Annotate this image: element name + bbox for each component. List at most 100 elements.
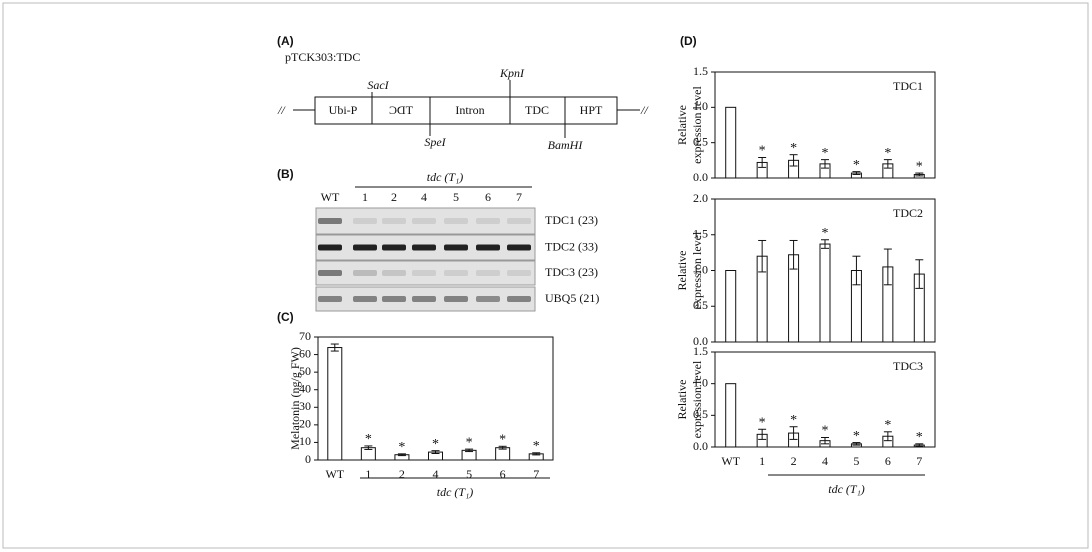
lane-label: 6	[485, 190, 491, 204]
band	[476, 244, 500, 251]
band	[507, 296, 531, 302]
band	[353, 218, 377, 224]
y-axis-label: expression level	[690, 86, 704, 164]
y-tick-label: 0.0	[693, 170, 708, 184]
row-label: TDC2 (33)	[545, 239, 598, 253]
site-label: SpeI	[424, 135, 446, 149]
band	[412, 244, 436, 251]
panel-label: (B)	[277, 167, 294, 181]
y-tick-label: 0.5	[693, 407, 708, 421]
x-tick-label: 4	[433, 467, 439, 481]
significance: *	[790, 141, 797, 156]
band	[507, 218, 531, 224]
panel-label: (C)	[277, 310, 294, 324]
y-tick-label: 1.0	[693, 99, 708, 113]
y-tick-label: 0	[305, 452, 311, 466]
significance: *	[884, 418, 891, 433]
y-tick-label: 40	[299, 381, 311, 395]
significance: *	[822, 424, 829, 439]
significance: *	[365, 432, 372, 447]
y-tick-label: 1.5	[693, 227, 708, 241]
panel-label: (A)	[277, 34, 294, 48]
lane-label: WT	[321, 190, 340, 204]
x-tick-label: 6	[500, 467, 506, 481]
break-mark: //	[277, 103, 286, 117]
significance: *	[853, 429, 860, 444]
band	[507, 270, 531, 276]
band	[444, 270, 468, 276]
y-axis-label: expression level	[690, 360, 704, 438]
panel-label: (D)	[680, 34, 697, 48]
y-tick-label: 0.0	[693, 439, 708, 453]
band	[507, 244, 531, 251]
significance: *	[398, 440, 405, 455]
band	[476, 270, 500, 276]
band	[353, 296, 377, 302]
y-tick-label: 60	[299, 346, 311, 360]
lane-label: 5	[453, 190, 459, 204]
x-tick-label: 2	[791, 454, 797, 468]
significance: *	[759, 415, 766, 430]
site-label: BamHI	[548, 138, 584, 152]
band	[318, 270, 342, 276]
bar	[725, 270, 737, 343]
bar	[327, 347, 343, 461]
break-mark: //	[640, 103, 649, 117]
band	[382, 218, 406, 224]
band	[444, 244, 468, 251]
segment-label: HPT	[580, 103, 603, 117]
y-axis-label: expression level	[690, 231, 704, 309]
lane-label: 1	[362, 190, 368, 204]
y-tick-label: 50	[299, 364, 311, 378]
x-axis-label: tdc (T₁)	[437, 485, 474, 499]
band	[412, 218, 436, 224]
group-label: tdc (T₁)	[427, 170, 464, 184]
bar	[725, 383, 737, 448]
x-tick-label: WT	[721, 454, 740, 468]
row-label: UBQ5 (21)	[545, 291, 599, 305]
y-tick-label: 1.0	[693, 375, 708, 389]
y-axis-label: Melatonin (ng/g FW)	[288, 347, 302, 450]
x-tick-label: WT	[325, 467, 344, 481]
x-tick-label: 7	[533, 467, 539, 481]
construct-name: pTCK303:TDC	[285, 50, 360, 64]
significance: *	[499, 433, 506, 448]
y-tick-label: 2.0	[693, 191, 708, 205]
band	[353, 244, 377, 251]
x-tick-label: 5	[853, 454, 859, 468]
y-tick-label: 0.5	[693, 298, 708, 312]
significance: *	[822, 146, 829, 161]
band	[412, 296, 436, 302]
band	[382, 244, 406, 251]
segment-label: TDC	[389, 103, 413, 117]
segment-label: Intron	[455, 103, 484, 117]
band	[476, 296, 500, 302]
x-tick-label: 1	[365, 467, 371, 481]
segment-label: TDC	[525, 103, 549, 117]
significance: *	[432, 437, 439, 452]
significance: *	[759, 144, 766, 159]
row-label: TDC1 (23)	[545, 213, 598, 227]
chart-title: TDC1	[893, 79, 923, 93]
significance: *	[466, 435, 473, 450]
x-tick-label: 4	[822, 454, 828, 468]
bar	[819, 243, 831, 343]
significance: *	[790, 413, 797, 428]
y-tick-label: 30	[299, 399, 311, 413]
significance: *	[533, 439, 540, 454]
y-axis-label: Relative	[675, 380, 689, 420]
gel-strip	[315, 207, 536, 235]
lane-label: 7	[516, 190, 522, 204]
y-axis-label: Relative	[675, 105, 689, 145]
significance: *	[916, 159, 923, 174]
band	[318, 296, 342, 302]
y-tick-label: 70	[299, 329, 311, 343]
significance: *	[884, 146, 891, 161]
bar	[725, 106, 737, 179]
gel-strip	[315, 260, 536, 286]
x-tick-label: 7	[916, 454, 922, 468]
chart-title: TDC3	[893, 359, 923, 373]
site-label: KpnI	[499, 66, 525, 80]
significance: *	[853, 158, 860, 173]
